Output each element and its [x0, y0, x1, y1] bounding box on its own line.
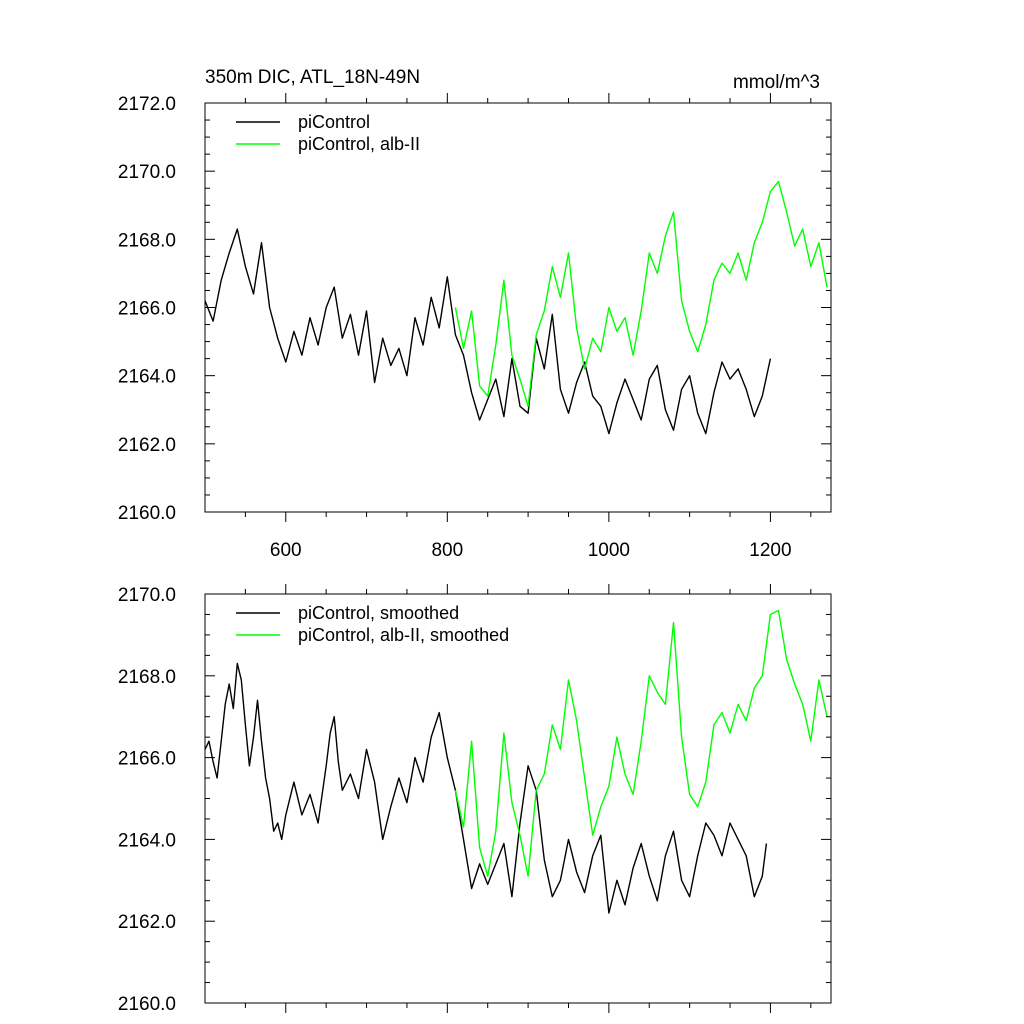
y-tick-label: 2166.0	[118, 749, 176, 770]
legend-label-0: piControl	[298, 112, 370, 132]
y-tick-label: 2166.0	[118, 299, 176, 320]
y-tick-label: 2162.0	[118, 912, 176, 933]
x-tick-label: 1000	[588, 540, 630, 561]
series-line-1	[454, 609, 828, 877]
bottom-panel: 2160.0 2162.0 2164.0 2166.0 2168.0 2170.0 piCo…	[118, 584, 832, 1015]
plot-frame	[204, 102, 832, 513]
series-line-0	[204, 228, 772, 435]
y-tick-label: 2172.0	[118, 94, 176, 115]
series-line-1	[454, 180, 828, 407]
plot-frame	[204, 593, 832, 1004]
series-line-0	[204, 662, 768, 914]
chart-title: 350m DIC, ATL_18N-49N	[205, 67, 420, 88]
y-tick-label: 2162.0	[118, 435, 176, 456]
y-tick-label: 2170.0	[118, 162, 176, 183]
y-tick-label: 2164.0	[118, 367, 176, 388]
units-label: mmol/m^3	[733, 72, 820, 93]
legend-label-0: piControl, smoothed	[298, 603, 459, 623]
x-tick-label: 600	[270, 540, 302, 561]
top-panel: 2160.0 2162.0 2164.0 2166.0 2168.0 2170.0 2172…	[118, 93, 832, 561]
y-tick-label: 2160.0	[118, 994, 176, 1015]
x-tick-label: 1200	[749, 540, 791, 561]
y-tick-label: 2160.0	[118, 503, 176, 524]
legend-label-1: piControl, alb-II, smoothed	[298, 625, 509, 645]
y-tick-label: 2168.0	[118, 667, 176, 688]
y-tick-label: 2168.0	[118, 230, 176, 251]
legend-label-1: piControl, alb-II	[298, 134, 420, 154]
y-tick-label: 2164.0	[118, 830, 176, 851]
x-tick-label: 800	[431, 540, 463, 561]
y-tick-label: 2170.0	[118, 585, 176, 606]
